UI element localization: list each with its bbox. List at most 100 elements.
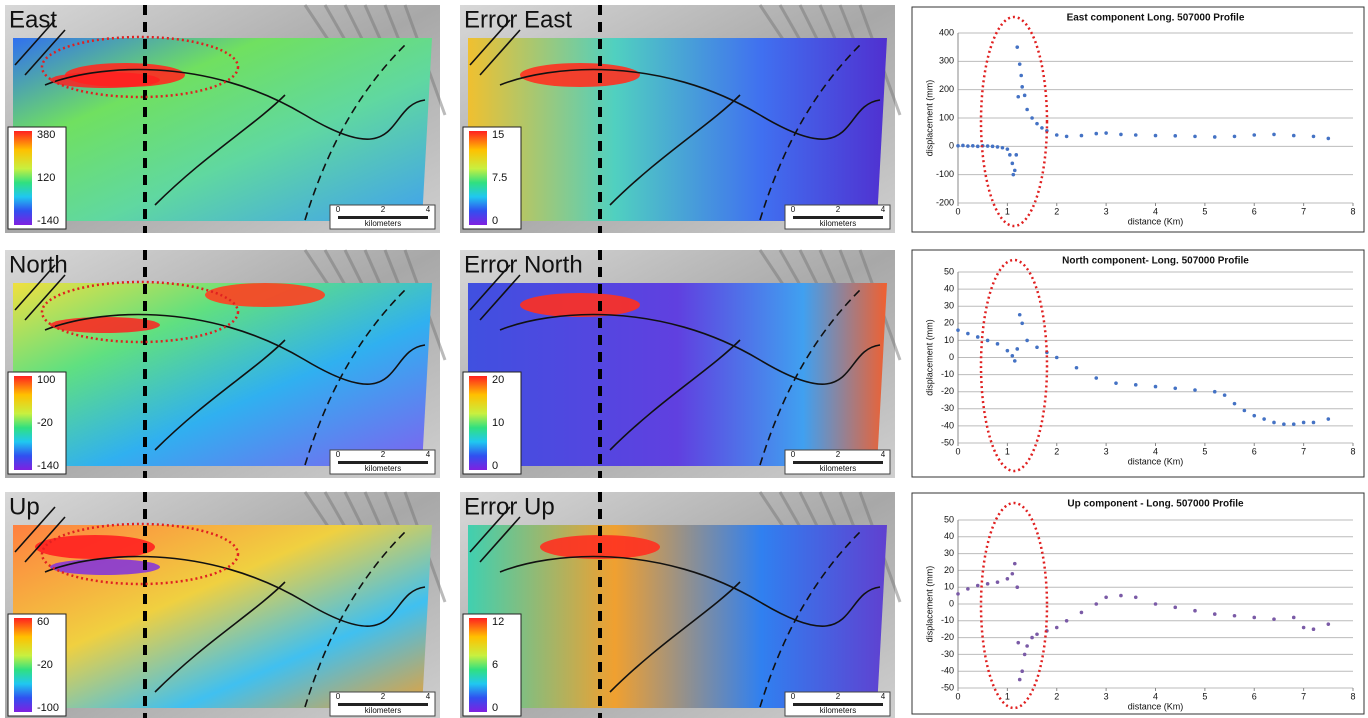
scale-label: 2 <box>381 205 386 214</box>
y-tick-label: 20 <box>944 565 954 575</box>
data-point <box>1312 135 1316 139</box>
data-point <box>1154 602 1158 606</box>
x-tick-label: 3 <box>1104 446 1109 456</box>
data-point <box>1065 619 1069 623</box>
data-point <box>1040 126 1044 130</box>
data-point <box>1030 116 1034 120</box>
map-panel: Error Up1260024kilometers <box>460 492 900 718</box>
data-point <box>1262 417 1266 421</box>
y-tick-label: 40 <box>944 531 954 541</box>
chart-title: North component- Long. 507000 Profile <box>1062 256 1249 267</box>
data-point <box>976 145 980 149</box>
x-tick-label: 0 <box>955 446 960 456</box>
scale-label: 4 <box>881 692 886 701</box>
scale-label: 4 <box>426 692 431 701</box>
x-axis-title: distance (Km) <box>1128 216 1184 226</box>
scale-label: 4 <box>426 205 431 214</box>
x-tick-label: 5 <box>1202 446 1207 456</box>
data-point <box>1252 133 1256 137</box>
x-tick-label: 8 <box>1350 691 1355 701</box>
data-point <box>1035 632 1039 636</box>
scale-unit: kilometers <box>820 706 856 715</box>
data-point <box>1104 131 1108 135</box>
x-tick-label: 6 <box>1252 691 1257 701</box>
y-tick-label: 0 <box>949 141 954 151</box>
y-tick-label: -10 <box>941 615 954 625</box>
scale-label: 2 <box>836 450 841 459</box>
data-point <box>976 584 980 588</box>
data-point <box>1055 133 1059 137</box>
x-axis-title: distance (Km) <box>1128 456 1184 466</box>
scale-label: 2 <box>381 692 386 701</box>
x-tick-label: 5 <box>1202 206 1207 216</box>
data-point <box>1154 134 1158 138</box>
map-title: Error East <box>464 6 572 33</box>
data-point <box>991 145 995 149</box>
scale-label: 0 <box>791 450 796 459</box>
scale-unit: kilometers <box>365 464 401 473</box>
displacement-field <box>468 525 887 708</box>
data-point <box>1030 636 1034 640</box>
x-tick-label: 8 <box>1350 206 1355 216</box>
colorbar <box>469 131 487 225</box>
profile-chart: North component- Long. 507000 Profile-50… <box>912 250 1364 477</box>
data-point <box>1233 402 1237 406</box>
data-point <box>956 144 960 148</box>
data-point <box>1327 622 1331 626</box>
data-point <box>1272 133 1276 137</box>
data-point <box>1302 626 1306 630</box>
data-point <box>986 582 990 586</box>
data-point <box>1055 626 1059 630</box>
y-tick-label: 40 <box>944 283 954 293</box>
y-tick-label: -40 <box>941 666 954 676</box>
data-point <box>1035 122 1039 126</box>
data-point <box>1252 414 1256 418</box>
profile-chart: East component Long. 507000 Profile-200-… <box>912 7 1364 232</box>
scale-label: 2 <box>836 205 841 214</box>
data-point <box>1020 85 1024 89</box>
data-point <box>1213 612 1217 616</box>
y-tick-label: 30 <box>944 548 954 558</box>
data-point <box>1018 62 1022 66</box>
data-point <box>1233 135 1237 139</box>
x-tick-label: 2 <box>1054 446 1059 456</box>
anomaly <box>35 535 155 559</box>
data-point <box>986 144 990 148</box>
colorbar-label: 120 <box>37 172 55 184</box>
y-tick-label: 10 <box>944 335 954 345</box>
data-point <box>1016 641 1020 645</box>
data-point <box>1013 359 1017 363</box>
map-title: Error Up <box>464 493 555 520</box>
y-tick-label: 0 <box>949 352 954 362</box>
data-point <box>1292 422 1296 426</box>
colorbar-label: 20 <box>492 374 504 386</box>
x-tick-label: 3 <box>1104 206 1109 216</box>
map-title: Error North <box>464 251 583 278</box>
y-tick-label: 30 <box>944 301 954 311</box>
x-tick-label: 2 <box>1054 206 1059 216</box>
data-point <box>1312 627 1316 631</box>
data-point <box>1008 153 1012 157</box>
colorbar-label: -140 <box>37 215 59 227</box>
y-tick-label: -50 <box>941 682 954 692</box>
chart-title: East component Long. 507000 Profile <box>1067 13 1245 24</box>
data-point <box>1193 388 1197 392</box>
x-tick-label: 5 <box>1202 691 1207 701</box>
x-tick-label: 0 <box>955 691 960 701</box>
data-point <box>1173 386 1177 390</box>
data-point <box>1020 669 1024 673</box>
data-point <box>1065 135 1069 139</box>
scale-label: 4 <box>881 205 886 214</box>
data-point <box>1025 339 1029 343</box>
data-point <box>1134 383 1138 387</box>
data-point <box>1252 616 1256 620</box>
x-tick-label: 1 <box>1005 446 1010 456</box>
data-point <box>956 592 960 596</box>
data-point <box>1025 108 1029 112</box>
y-tick-label: -40 <box>941 420 954 430</box>
y-tick-label: 300 <box>939 56 954 66</box>
data-point <box>1243 409 1247 413</box>
anomaly <box>520 293 640 317</box>
data-point <box>1213 390 1217 394</box>
colorbar <box>14 618 32 712</box>
